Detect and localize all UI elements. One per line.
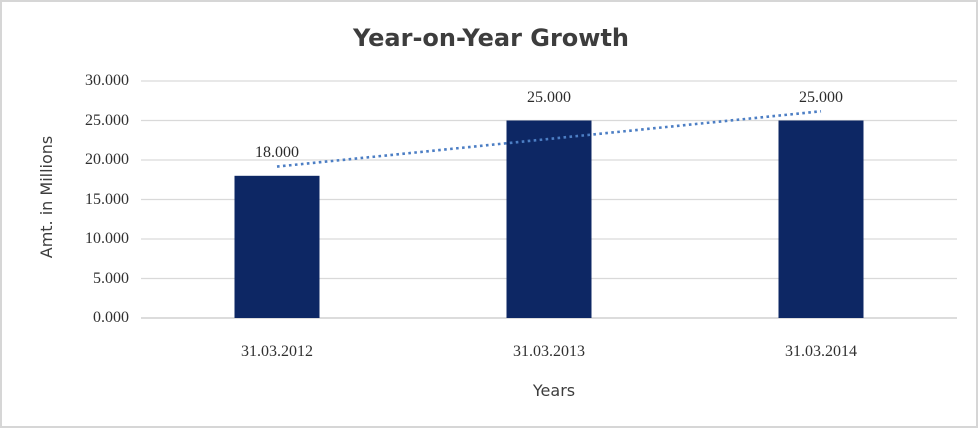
y-tick-label: 30.000 xyxy=(85,72,129,89)
y-tick-label: 5.000 xyxy=(93,269,129,287)
y-tick-label: 0.000 xyxy=(93,309,129,326)
bar-value-label: 25.000 xyxy=(799,88,843,106)
y-axis-title: Amt. in Millions xyxy=(37,135,56,259)
bar-31.03.2012 xyxy=(234,175,320,318)
bar-31.03.2014 xyxy=(778,120,864,318)
trendline xyxy=(276,109,822,168)
y-tick-label: 25.000 xyxy=(85,111,129,129)
bar-value-label: 25.000 xyxy=(527,88,571,106)
bar-value-label: 18.000 xyxy=(255,143,299,161)
x-tick-label: 31.03.2013 xyxy=(513,343,585,360)
y-tick-label: 15.000 xyxy=(85,190,129,208)
y-tick-label: 20.000 xyxy=(85,151,129,168)
bar-31.03.2013 xyxy=(506,120,592,318)
chart-title: Year-on-Year Growth xyxy=(352,24,630,52)
x-tick-label: 31.03.2014 xyxy=(785,343,857,360)
y-tick-label: 10.000 xyxy=(85,230,129,247)
x-axis-title: Years xyxy=(532,381,576,400)
x-tick-label: 31.03.2012 xyxy=(241,343,313,360)
